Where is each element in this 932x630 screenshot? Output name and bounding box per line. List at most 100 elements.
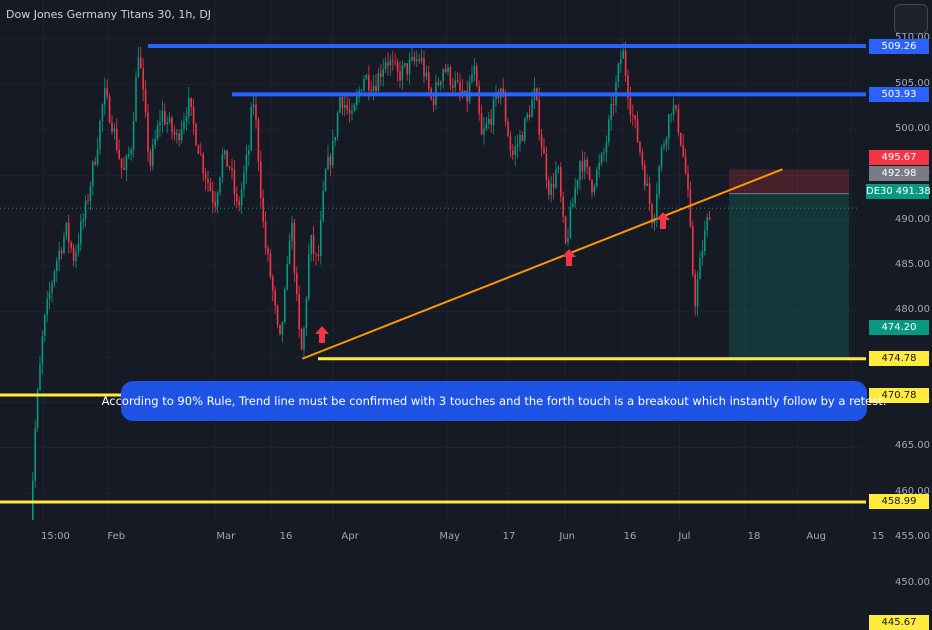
candle-body [708, 217, 711, 220]
candle-body [586, 159, 588, 167]
price-scale[interactable] [0, 0, 932, 550]
candle-body [125, 156, 128, 170]
candle-body [264, 221, 267, 249]
candle-body [305, 298, 308, 329]
candle-body [312, 235, 315, 254]
candle-body [187, 97, 190, 117]
annotation-callout[interactable]: According to 90% Rule, Trend line must b… [102, 381, 886, 421]
candle-body [370, 89, 372, 91]
candle-body [221, 154, 224, 178]
short-position-tool[interactable] [729, 169, 849, 359]
candle-body [411, 56, 413, 60]
stop-zone [729, 169, 849, 194]
candle-body [689, 189, 692, 227]
candle-body [99, 121, 101, 150]
candle-body [667, 114, 670, 139]
candle-body [185, 116, 188, 121]
candle-body [106, 88, 108, 97]
candle-body [53, 270, 56, 284]
candle-body [286, 264, 288, 289]
candle-body [48, 292, 51, 300]
candle-body [648, 183, 651, 204]
candle-body [274, 290, 276, 306]
candle-body [598, 162, 600, 170]
candle-body [581, 161, 584, 172]
candle-body [511, 150, 514, 155]
candle-body [132, 121, 135, 150]
candle-body [607, 119, 610, 142]
candle-body [317, 254, 320, 257]
candle-body [295, 273, 298, 294]
candle-body [267, 248, 269, 254]
price-label: 495.67 [869, 150, 929, 165]
candle-body [94, 161, 96, 165]
candle-body [377, 73, 380, 92]
candle-body [562, 196, 564, 217]
candle-body [490, 118, 492, 126]
candle-body [245, 154, 248, 173]
candle-body [696, 279, 699, 307]
candle-body [79, 221, 82, 244]
symbol-title[interactable]: Dow Jones Germany Titans 30, 1h, DJ [6, 8, 212, 21]
candle-body [171, 117, 173, 132]
trend-line-segment [301, 168, 783, 360]
candle-body [120, 158, 123, 168]
candle-body [207, 178, 209, 183]
chart-canvas[interactable] [0, 0, 932, 550]
candle-body [394, 61, 396, 63]
candle-body [540, 134, 543, 148]
time-tick: 15:00 [41, 531, 70, 542]
candle-body [401, 65, 404, 81]
candle-body [231, 167, 233, 171]
candle-body [382, 69, 384, 77]
candle-body [279, 324, 281, 335]
up-arrow-icon [315, 326, 329, 343]
price-label: 445.67 [869, 615, 929, 630]
candle-body [238, 201, 240, 206]
candle-body [624, 50, 627, 76]
candle-body [459, 81, 461, 91]
candle-body [173, 131, 176, 135]
candle-body [283, 288, 286, 322]
candle-body [641, 152, 644, 166]
candle-body [331, 140, 334, 166]
candle-body [387, 62, 389, 66]
candle-body [528, 114, 531, 118]
layout-toggle-button[interactable] [894, 4, 928, 34]
candle-body [576, 179, 579, 188]
candle-body [240, 189, 243, 206]
candle-body [343, 104, 346, 108]
candle-body [591, 179, 593, 193]
candle-body [521, 134, 524, 142]
time-tick: Feb [107, 531, 126, 542]
price-tick: 510.00 [895, 32, 930, 43]
candle-body [327, 156, 329, 170]
candle-body [703, 230, 706, 251]
candle-body [199, 153, 202, 155]
candle-body [375, 85, 377, 92]
candle-body [365, 75, 368, 80]
candle-body [43, 314, 46, 336]
candle-body [111, 122, 113, 132]
trend-line[interactable] [301, 168, 783, 360]
candle-body [543, 147, 545, 154]
candle-body [147, 112, 149, 152]
candle-body [211, 191, 214, 202]
candle-body [593, 186, 596, 193]
candle-body [636, 119, 639, 142]
candle-body [310, 235, 312, 254]
candle-body [291, 222, 293, 241]
candle-body [372, 85, 375, 91]
candle-body [655, 193, 658, 217]
candle-body [447, 67, 449, 73]
candle-body [677, 108, 680, 133]
candle-body [163, 111, 166, 125]
candle-body [180, 129, 183, 141]
candle-body [257, 119, 260, 162]
candle-body [389, 60, 392, 66]
candle-body [65, 222, 68, 237]
candle-body [651, 203, 653, 224]
candle-body [341, 97, 344, 108]
candle-body [281, 321, 284, 335]
candle-body [255, 104, 257, 120]
